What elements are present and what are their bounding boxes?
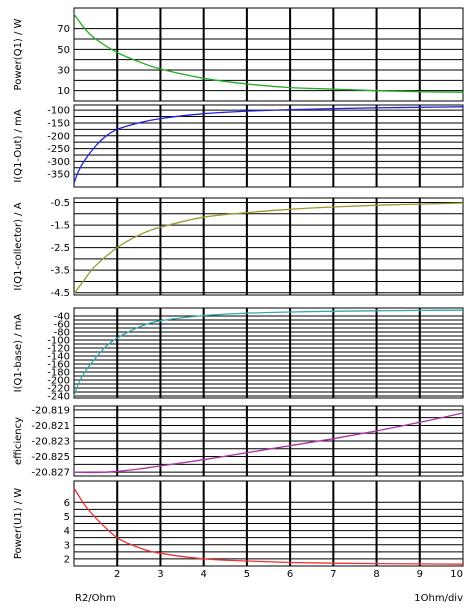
y-tick-label: -220 — [47, 384, 70, 395]
y-tick-label: -140 — [47, 352, 70, 363]
y-tick-label: -20.827 — [31, 468, 70, 479]
x-tick-label: 6 — [287, 569, 293, 580]
series-line — [73, 202, 464, 295]
series-line — [73, 487, 464, 565]
y-tick-label: -20.819 — [31, 405, 70, 416]
y-tick-label: -20.825 — [31, 452, 70, 463]
y-tick-label: -1.5 — [50, 221, 70, 232]
y-tick-label: -240 — [47, 392, 70, 403]
panel-2: -100-150 -200 -250 -300 -350 I(Q1-Out) / mA — [13, 104, 464, 188]
y-tick-label: -100 — [47, 106, 70, 117]
y-tick-label: -150 — [47, 118, 70, 129]
y-tick-label: -200 — [47, 376, 70, 387]
panel-3: -0.5 -1.5 -2.5 -3.5 -4.5 I(Q1-collector) / A — [13, 197, 464, 299]
y-tick-label: -40 — [54, 312, 70, 323]
x-tick-label: 7 — [330, 569, 336, 580]
y-axis-label: I(Q1-Out) / mA — [13, 109, 24, 182]
panel-frame — [73, 104, 464, 188]
series-line — [73, 412, 464, 474]
y-tick-label: -60 — [54, 320, 70, 331]
y-axis-label: efficiency — [13, 417, 24, 465]
x-tick-label: 10 — [450, 569, 463, 580]
panel-4: -40-60-80-100-120-140-160-180-200-220-24… — [13, 307, 464, 403]
y-tick-label: 3 — [64, 540, 70, 551]
y-tick-label: -180 — [47, 368, 70, 379]
y-axis-label: I(Q1-base) / mA — [13, 313, 24, 392]
y-axis-label: Power(Q1) / W — [13, 18, 24, 90]
y-axis-label: I(Q1-collector) / A — [13, 202, 24, 290]
y-tick-label: 10 — [57, 86, 70, 97]
series-line — [73, 13, 464, 93]
panel-6: 6 5 4 3 2 Power(U1) / W — [13, 480, 464, 567]
x-tick-label: 8 — [373, 569, 379, 580]
y-tick-label: -80 — [54, 328, 70, 339]
panel-5: -20.819 -20.821 -20.823 -20.825 -20.827 effic… — [13, 405, 464, 479]
x-tick-label: 3 — [157, 569, 163, 580]
y-tick-label: -2.5 — [50, 243, 70, 254]
y-tick-label: -160 — [47, 360, 70, 371]
y-tick-label: -350 — [47, 170, 70, 181]
y-tick-label: 70 — [57, 24, 70, 35]
y-tick-label: -4.5 — [50, 288, 70, 299]
y-tick-label: 2 — [64, 554, 70, 565]
x-tick-label: 4 — [200, 569, 206, 580]
series-line — [73, 106, 464, 184]
panel-1: 70 50 30 10 Power(Q1) / W — [13, 7, 464, 102]
series-line — [73, 309, 464, 397]
y-tick-label: -0.5 — [50, 198, 70, 209]
panel-frame — [73, 7, 464, 102]
y-tick-label: -3.5 — [50, 266, 70, 277]
x-tick-label: 5 — [244, 569, 250, 580]
y-tick-label: -200 — [47, 131, 70, 142]
panel-frame — [73, 307, 464, 399]
x-axis-ticks: 2 3 4 5 6 7 8 9 10 — [114, 569, 463, 580]
y-tick-label: -100 — [47, 336, 70, 347]
y-tick-label: -20.823 — [31, 437, 70, 448]
x-axis-label: R2/Ohm — [75, 593, 116, 604]
y-tick-label: 4 — [64, 526, 70, 537]
y-tick-label: 50 — [57, 45, 70, 56]
x-tick-label: 9 — [417, 569, 423, 580]
y-tick-label: 5 — [64, 512, 70, 523]
y-tick-label: -250 — [47, 144, 70, 155]
y-tick-label: -300 — [47, 157, 70, 168]
y-tick-label: -20.821 — [31, 421, 70, 432]
x-tick-label: 2 — [114, 569, 120, 580]
y-tick-label: 30 — [57, 66, 70, 77]
panel-frame — [73, 197, 464, 296]
y-tick-label: -120 — [47, 344, 70, 355]
y-tick-label: 6 — [64, 498, 70, 509]
y-axis-label: Power(U1) / W — [13, 488, 24, 559]
x-scale-note: 1Ohm/div — [414, 593, 463, 604]
